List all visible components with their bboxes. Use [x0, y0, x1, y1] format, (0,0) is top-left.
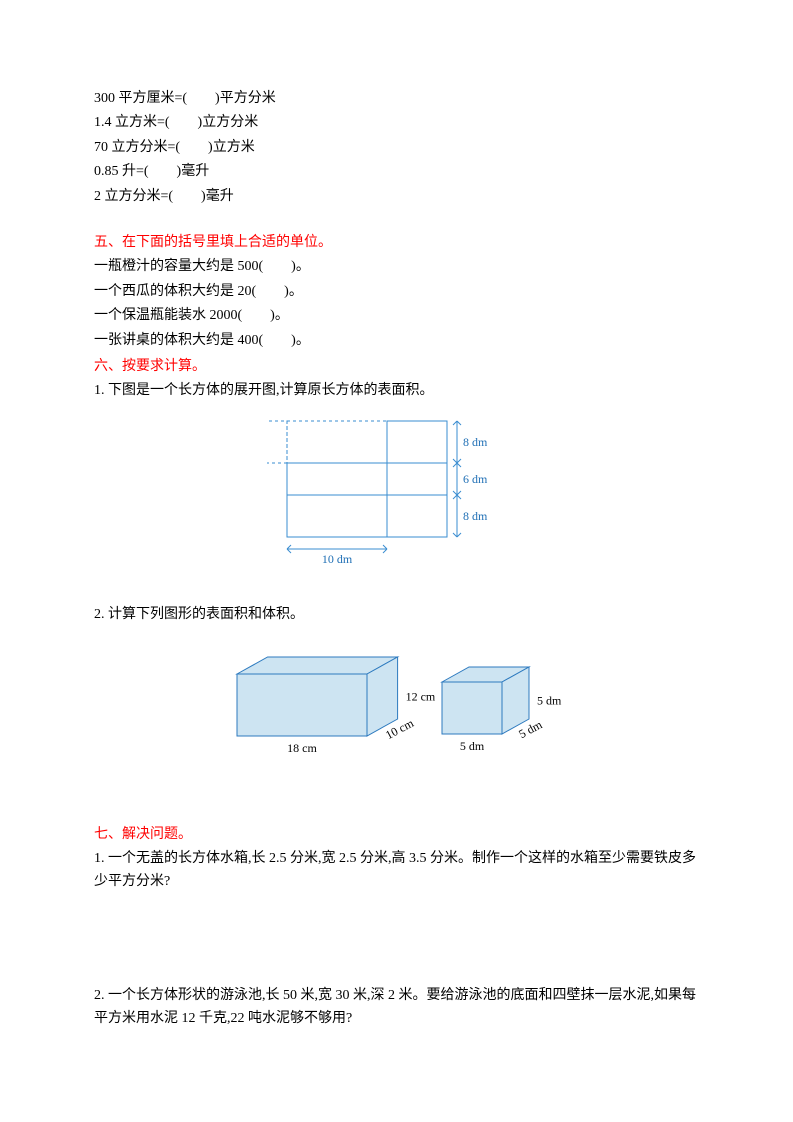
svg-text:5 dm: 5 dm	[537, 694, 562, 708]
boxes-wrap: 18 cm10 cm12 cm5 dm5 dm5 dm	[94, 634, 699, 764]
q6-1-text: 1. 下图是一个长方体的展开图,计算原长方体的表面积。	[94, 380, 699, 402]
svg-text:12 cm: 12 cm	[405, 690, 435, 704]
conv-line-5: 2 立方分米=( )毫升	[94, 186, 699, 208]
conv-line-3: 70 立方分米=( )立方米	[94, 137, 699, 159]
svg-text:8 dm: 8 dm	[463, 435, 488, 449]
s5-line-1: 一瓶橙汁的容量大约是 500( )。	[94, 256, 699, 278]
svg-text:18 cm: 18 cm	[287, 741, 317, 755]
net-diagram: 8 dm 6 dm 8 dm 10 dm	[267, 411, 527, 576]
conv-line-4: 0.85 升=( )毫升	[94, 161, 699, 183]
s5-line-4: 一张讲桌的体积大约是 400( )。	[94, 330, 699, 352]
conv-line-1: 300 平方厘米=( )平方分米	[94, 88, 699, 110]
s5-line-3: 一个保温瓶能装水 2000( )。	[94, 305, 699, 327]
net-diagram-wrap: 8 dm 6 dm 8 dm 10 dm	[94, 411, 699, 576]
q7-1-text: 1. 一个无盖的长方体水箱,长 2.5 分米,宽 2.5 分米,高 3.5 分米…	[94, 848, 699, 893]
s5-line-2: 一个西瓜的体积大约是 20( )。	[94, 281, 699, 303]
section5-heading: 五、在下面的括号里填上合适的单位。	[94, 232, 699, 254]
conv-line-2: 1.4 立方米=( )立方分米	[94, 112, 699, 134]
q7-2-text: 2. 一个长方体形状的游泳池,长 50 米,宽 30 米,深 2 米。要给游泳池…	[94, 985, 699, 1030]
boxes-diagram: 18 cm10 cm12 cm5 dm5 dm5 dm	[217, 634, 577, 764]
section7-heading: 七、解决问题。	[94, 824, 699, 846]
svg-text:6 dm: 6 dm	[463, 472, 488, 486]
svg-text:8 dm: 8 dm	[463, 509, 488, 523]
svg-text:10 dm: 10 dm	[321, 552, 352, 566]
section6-heading: 六、按要求计算。	[94, 356, 699, 378]
q6-2-text: 2. 计算下列图形的表面积和体积。	[94, 604, 699, 626]
svg-text:5 dm: 5 dm	[459, 739, 484, 753]
